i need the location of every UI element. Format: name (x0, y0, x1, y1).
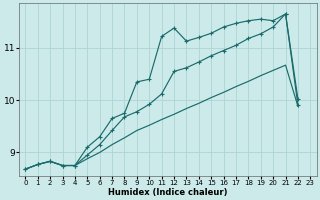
X-axis label: Humidex (Indice chaleur): Humidex (Indice chaleur) (108, 188, 228, 197)
